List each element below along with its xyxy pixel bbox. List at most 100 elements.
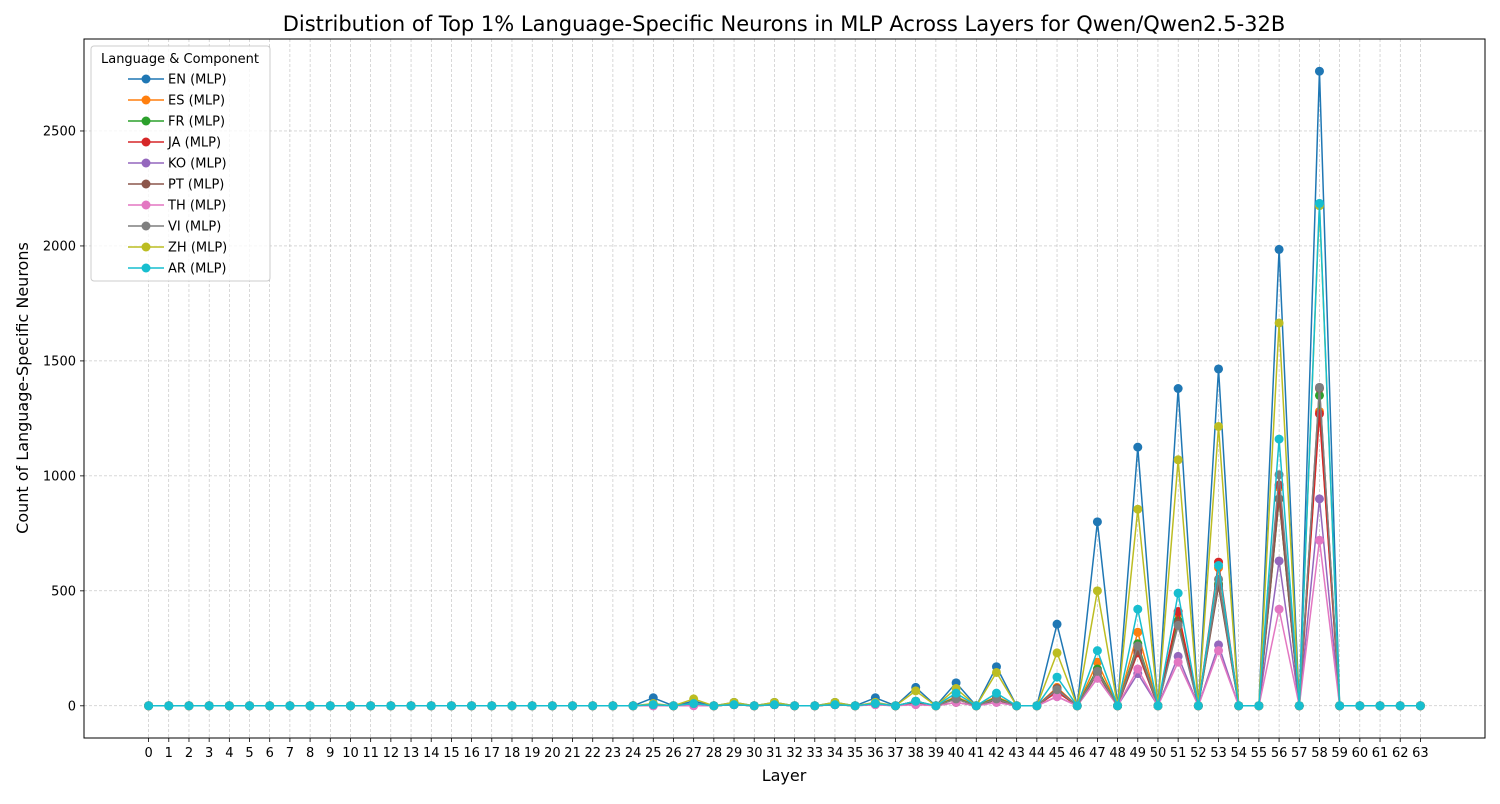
data-point-ar — [1072, 701, 1082, 711]
series-line-ar — [148, 202, 1421, 707]
x-tick-label: 1 — [165, 746, 173, 761]
y-tick-label: 2000 — [43, 239, 76, 254]
data-point-th — [1133, 664, 1143, 674]
data-point-ar — [1214, 561, 1224, 571]
x-tick-label: 58 — [1311, 746, 1328, 761]
legend-item-es: ES (MLP) — [128, 94, 225, 109]
x-tick-label: 12 — [383, 746, 400, 761]
data-point-ar — [184, 701, 194, 711]
x-tick-label: 8 — [306, 746, 314, 761]
data-point-ar — [1254, 701, 1264, 711]
x-tick-label: 48 — [1109, 746, 1126, 761]
legend-item-vi: VI (MLP) — [128, 220, 221, 235]
data-point-ar — [991, 688, 1001, 698]
x-tick-label: 11 — [362, 746, 379, 761]
data-point-ar — [1052, 672, 1062, 682]
data-point-es — [1092, 657, 1102, 667]
legend-label: FR (MLP) — [168, 115, 225, 130]
data-point-zh — [1052, 648, 1062, 658]
x-tick-label: 59 — [1331, 746, 1348, 761]
x-tick-label: 34 — [827, 746, 844, 761]
legend-marker — [141, 221, 151, 231]
chart-title: Distribution of Top 1% Language-Specific… — [283, 12, 1286, 36]
data-point-ar — [305, 701, 315, 711]
data-point-ar — [1193, 701, 1203, 711]
legend-marker — [141, 263, 151, 273]
y-tick-label: 500 — [51, 584, 76, 599]
x-tick-label: 49 — [1130, 746, 1147, 761]
x-tick-label: 41 — [968, 746, 985, 761]
legend-label: PT (MLP) — [168, 178, 224, 193]
x-tick-label: 25 — [645, 746, 662, 761]
data-point-ar — [1234, 701, 1244, 711]
x-tick-label: 3 — [205, 746, 213, 761]
data-point-ar — [406, 701, 416, 711]
x-tick-label: 50 — [1150, 746, 1167, 761]
x-tick-label: 21 — [564, 746, 581, 761]
x-tick-label: 51 — [1170, 746, 1187, 761]
data-point-ar — [729, 700, 739, 710]
legend-label: EN (MLP) — [168, 73, 227, 88]
data-point-vi — [1052, 685, 1062, 695]
data-point-th — [1314, 535, 1324, 545]
x-tick-label: 15 — [443, 746, 460, 761]
x-tick-label: 52 — [1190, 746, 1207, 761]
data-point-ar — [608, 701, 618, 711]
data-point-ar — [568, 701, 578, 711]
data-point-ar — [628, 701, 638, 711]
legend-marker — [141, 74, 151, 84]
data-point-ar — [547, 701, 557, 711]
data-point-ar — [325, 701, 335, 711]
data-point-ja — [1274, 480, 1284, 490]
x-tick-label: 18 — [504, 746, 521, 761]
x-tick-label: 30 — [746, 746, 763, 761]
x-tick-label: 7 — [286, 746, 294, 761]
x-tick-label: 2 — [185, 746, 193, 761]
data-point-ar — [870, 699, 880, 709]
data-point-ar — [446, 701, 456, 711]
data-point-ar — [507, 701, 517, 711]
series-group — [144, 66, 1425, 711]
data-point-ar — [951, 688, 961, 698]
data-point-ar — [709, 701, 719, 711]
data-point-zh — [1214, 421, 1224, 431]
legend-item-fr: FR (MLP) — [128, 115, 225, 130]
x-tick-label: 5 — [245, 746, 253, 761]
data-point-en — [1133, 442, 1143, 452]
data-point-en — [1052, 619, 1062, 629]
data-point-ar — [749, 701, 759, 711]
x-tick-label: 26 — [665, 746, 682, 761]
legend-label: AR (MLP) — [168, 262, 227, 277]
data-point-ar — [487, 701, 497, 711]
data-point-en — [1314, 66, 1324, 76]
data-point-zh — [991, 667, 1001, 677]
data-point-pt — [1274, 494, 1284, 504]
x-tick-label: 24 — [625, 746, 642, 761]
data-point-ar — [1113, 701, 1123, 711]
legend-label: ES (MLP) — [168, 94, 225, 109]
data-point-ar — [285, 701, 295, 711]
data-point-ar — [386, 701, 396, 711]
x-tick-label: 37 — [887, 746, 904, 761]
data-point-en — [1173, 384, 1183, 393]
legend-item-th: TH (MLP) — [128, 199, 226, 214]
x-tick-label: 44 — [1029, 746, 1046, 761]
data-point-zh — [1173, 455, 1183, 465]
data-point-vi — [1133, 641, 1143, 651]
data-point-ar — [931, 701, 941, 711]
legend-label: TH (MLP) — [167, 199, 226, 214]
x-tick-label: 46 — [1069, 746, 1086, 761]
legend-items: EN (MLP) ES (MLP) FR (MLP) JA (MLP) KO (MLP)… — [128, 73, 227, 277]
x-tick-label: 60 — [1352, 746, 1369, 761]
x-tick-label: 32 — [786, 746, 803, 761]
legend-marker — [141, 116, 151, 126]
data-point-ja — [1314, 409, 1324, 419]
data-point-ar — [588, 701, 598, 711]
data-point-ar — [467, 701, 477, 711]
data-point-ar — [850, 701, 860, 711]
x-tick-label: 38 — [907, 746, 924, 761]
data-point-ar — [265, 701, 275, 711]
legend-item-ar: AR (MLP) — [128, 262, 227, 277]
data-point-ar — [245, 701, 255, 711]
data-point-ar — [345, 701, 355, 711]
